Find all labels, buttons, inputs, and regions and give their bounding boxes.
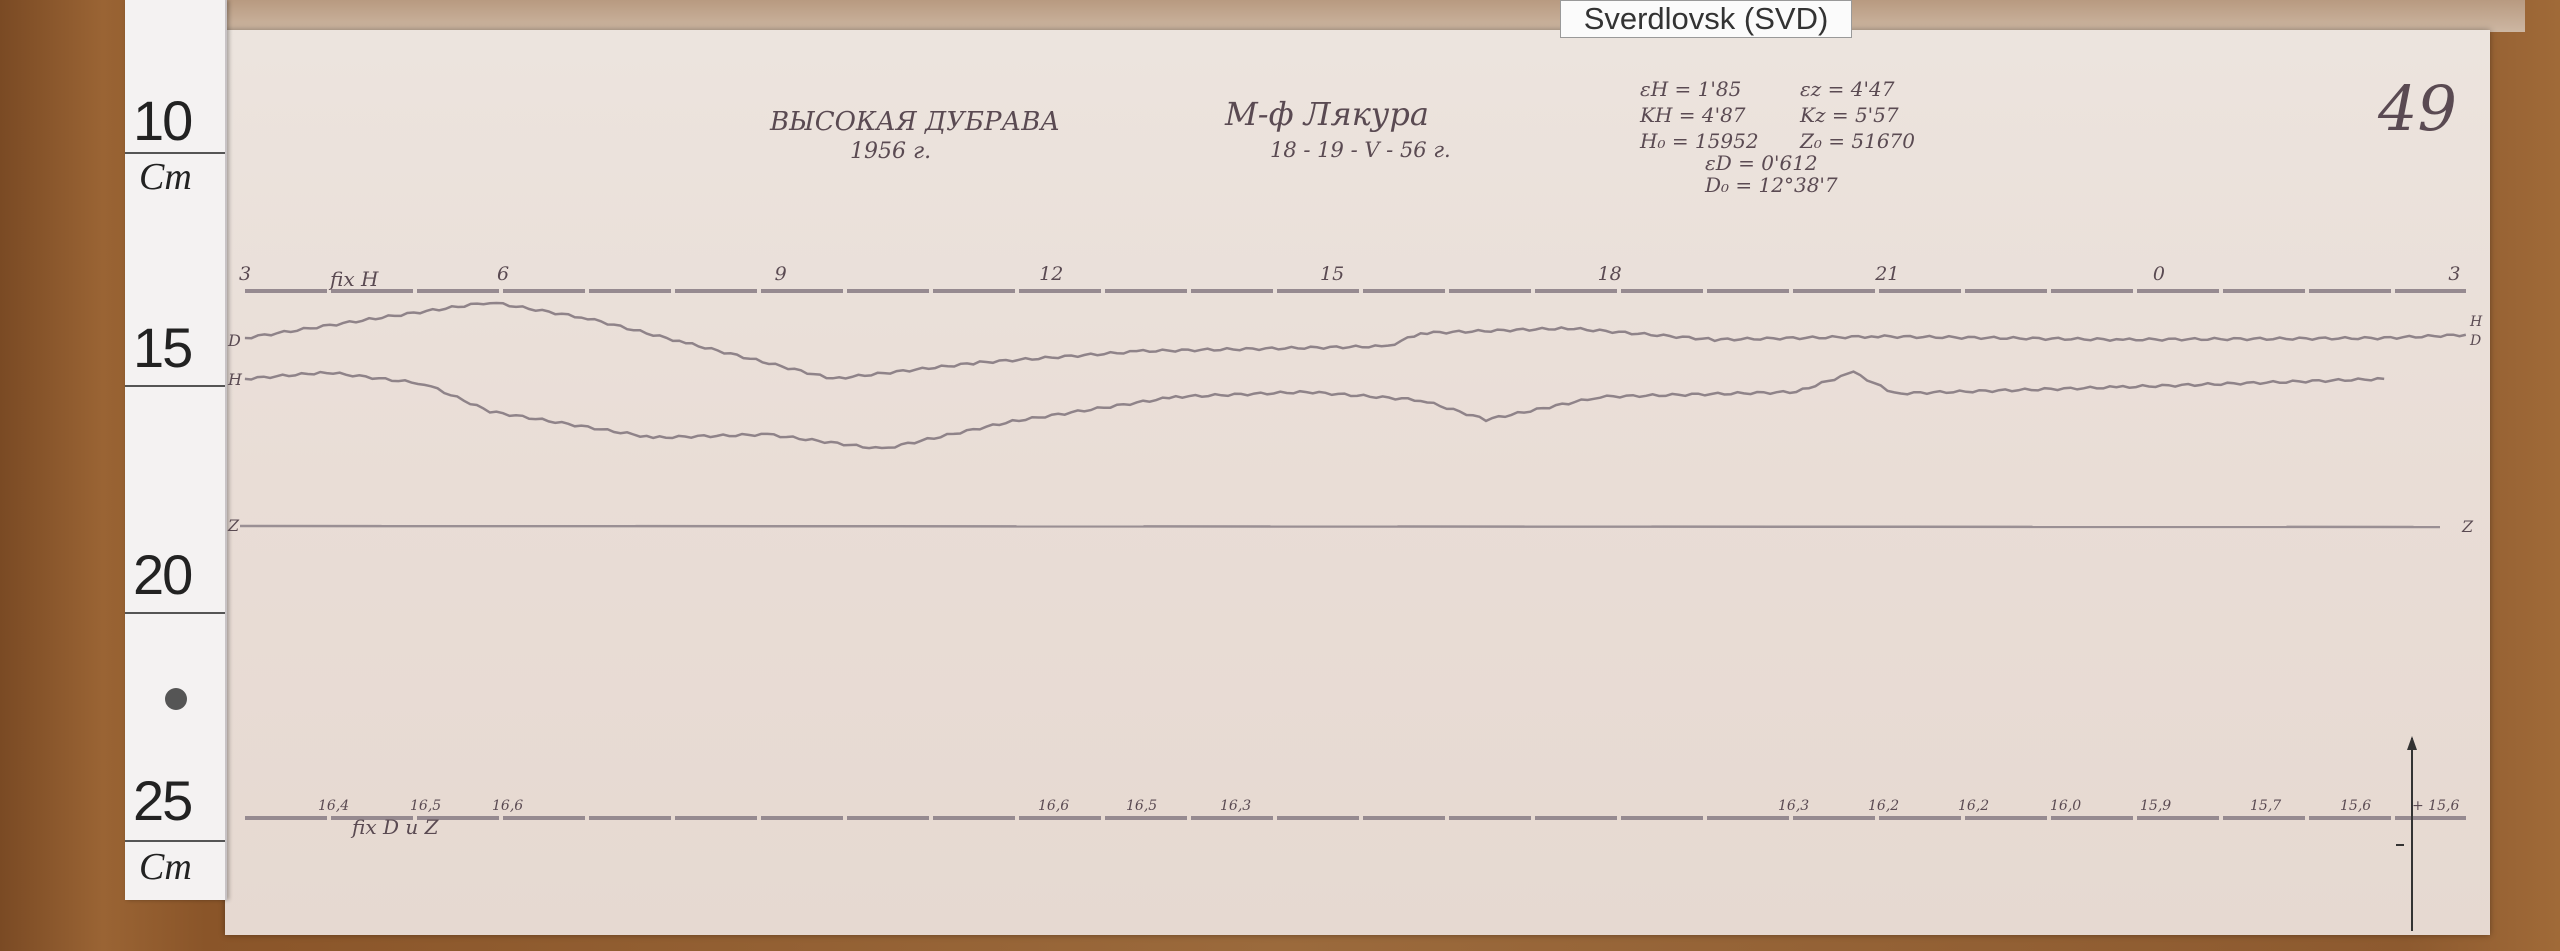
baseline-top-label: fix H: [328, 267, 379, 291]
trace-d: [244, 301, 2467, 380]
hour-mark: 3: [2448, 263, 2460, 285]
ruler-mark: [125, 612, 225, 614]
calibration-constant: εH = 1'85: [1640, 77, 1741, 101]
temperature-mark: 16,3: [1778, 798, 1809, 814]
calibration-constant: KH = 4'87: [1639, 103, 1746, 127]
hour-mark: 12: [1039, 263, 1063, 285]
trace-label-z-left: Z: [227, 516, 240, 535]
hour-mark: 21: [1874, 263, 1899, 285]
temperature-mark: 16,6: [492, 798, 523, 814]
top-strip: [225, 0, 2525, 32]
calibration-constant: Z₀ = 51670: [1799, 129, 1915, 153]
temperature-mark: 16,2: [1958, 798, 1989, 814]
trace-label-d-left: D: [227, 331, 241, 350]
ruler-label: 10: [133, 89, 193, 152]
ruler-mark: [125, 385, 225, 387]
ruler-label: 15: [133, 316, 193, 379]
calibration-constant: D₀ = 12°38'7: [1704, 173, 1838, 197]
temperature-mark: 16,5: [1126, 798, 1157, 814]
hour-mark: 6: [497, 263, 509, 285]
magnetogram-sheet: [225, 30, 2490, 935]
temperature-mark: 16,4: [318, 798, 349, 814]
trace-z: [239, 524, 2441, 529]
temperature-mark: 16,2: [1868, 798, 1899, 814]
observatory-name: ВЫСОКАЯ ДУБРАВА: [769, 107, 1060, 137]
record-date: 18 - 19 - V - 56 г.: [1270, 138, 1451, 162]
ruler-unit: Cm: [139, 846, 192, 888]
hour-mark: 18: [1598, 263, 1622, 285]
temperature-mark: 15,9: [2140, 798, 2171, 814]
temperature-mark: 15,6: [2340, 798, 2371, 814]
calibration-constant: Kz = 5'57: [1799, 103, 1899, 127]
trace-label-d-right: D: [2469, 333, 2481, 349]
temperature-mark: 16,6: [1038, 798, 1069, 814]
temperature-mark: + 15,6: [2412, 798, 2459, 814]
calibration-constant: εD = 0'612: [1705, 151, 1818, 175]
trace-label-z-right: Z: [2461, 517, 2474, 536]
hour-mark: 0: [2153, 263, 2165, 285]
temperature-mark: 15,7: [2250, 798, 2281, 814]
hour-mark: 15: [1320, 263, 1344, 285]
hour-mark: 3: [239, 263, 251, 285]
station-tag: Sverdlovsk (SVD): [1560, 0, 1852, 38]
ruler-mark: [125, 840, 225, 842]
temperature-mark: 16,5: [410, 798, 441, 814]
calibration-constant: H₀ = 15952: [1639, 129, 1759, 153]
trace-label-h-left: H: [227, 370, 243, 389]
ruler-hole: [165, 688, 187, 710]
observer: М-ф Лякура: [1224, 95, 1429, 133]
ruler-unit: Cm: [139, 156, 192, 198]
arrow-up-icon: [2407, 736, 2417, 750]
ruler-mark: [125, 152, 225, 154]
ruler: 10 Cm 15 20 25 Cm: [125, 0, 227, 900]
temperature-mark: 16,0: [2050, 798, 2081, 814]
year: 1956 г.: [850, 139, 931, 164]
ruler-label: 20: [133, 543, 193, 606]
temperature-mark: 16,3: [1220, 798, 1251, 814]
hour-mark: 9: [775, 263, 787, 285]
ruler-label: 25: [133, 769, 193, 832]
baseline-bottom-label: fix D и Z: [350, 815, 440, 839]
calibration-constant: εz = 4'47: [1800, 77, 1895, 101]
trace-label-h-right: H: [2469, 314, 2483, 330]
page-number: 49: [2377, 72, 2457, 145]
trace-h: [244, 370, 2385, 450]
